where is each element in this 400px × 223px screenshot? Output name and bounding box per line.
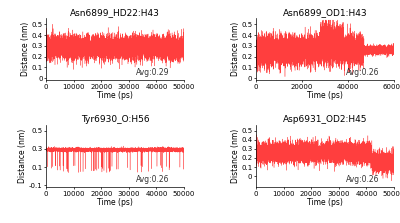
Title: Asn6899_OD1:H43: Asn6899_OD1:H43 bbox=[283, 8, 367, 17]
Y-axis label: Distance (nm): Distance (nm) bbox=[21, 22, 30, 76]
Y-axis label: Distance (nm): Distance (nm) bbox=[231, 129, 240, 183]
Y-axis label: Distance (nm): Distance (nm) bbox=[231, 22, 240, 76]
Title: Asn6899_HD22:H43: Asn6899_HD22:H43 bbox=[70, 8, 160, 17]
Title: Tyr6930_O:H56: Tyr6930_O:H56 bbox=[81, 115, 149, 124]
Text: Avg:0.26: Avg:0.26 bbox=[346, 175, 379, 184]
Text: Avg:0.26: Avg:0.26 bbox=[136, 175, 169, 184]
Text: Avg:0.29: Avg:0.29 bbox=[136, 68, 169, 77]
Y-axis label: Distance (nm): Distance (nm) bbox=[18, 129, 27, 183]
X-axis label: Time (ps): Time (ps) bbox=[97, 198, 133, 207]
Title: Asp6931_OD2:H45: Asp6931_OD2:H45 bbox=[283, 115, 367, 124]
X-axis label: Time (ps): Time (ps) bbox=[97, 91, 133, 100]
X-axis label: Time (ps): Time (ps) bbox=[307, 198, 343, 207]
X-axis label: Time (ps): Time (ps) bbox=[307, 91, 343, 100]
Text: Avg:0.26: Avg:0.26 bbox=[346, 68, 379, 77]
